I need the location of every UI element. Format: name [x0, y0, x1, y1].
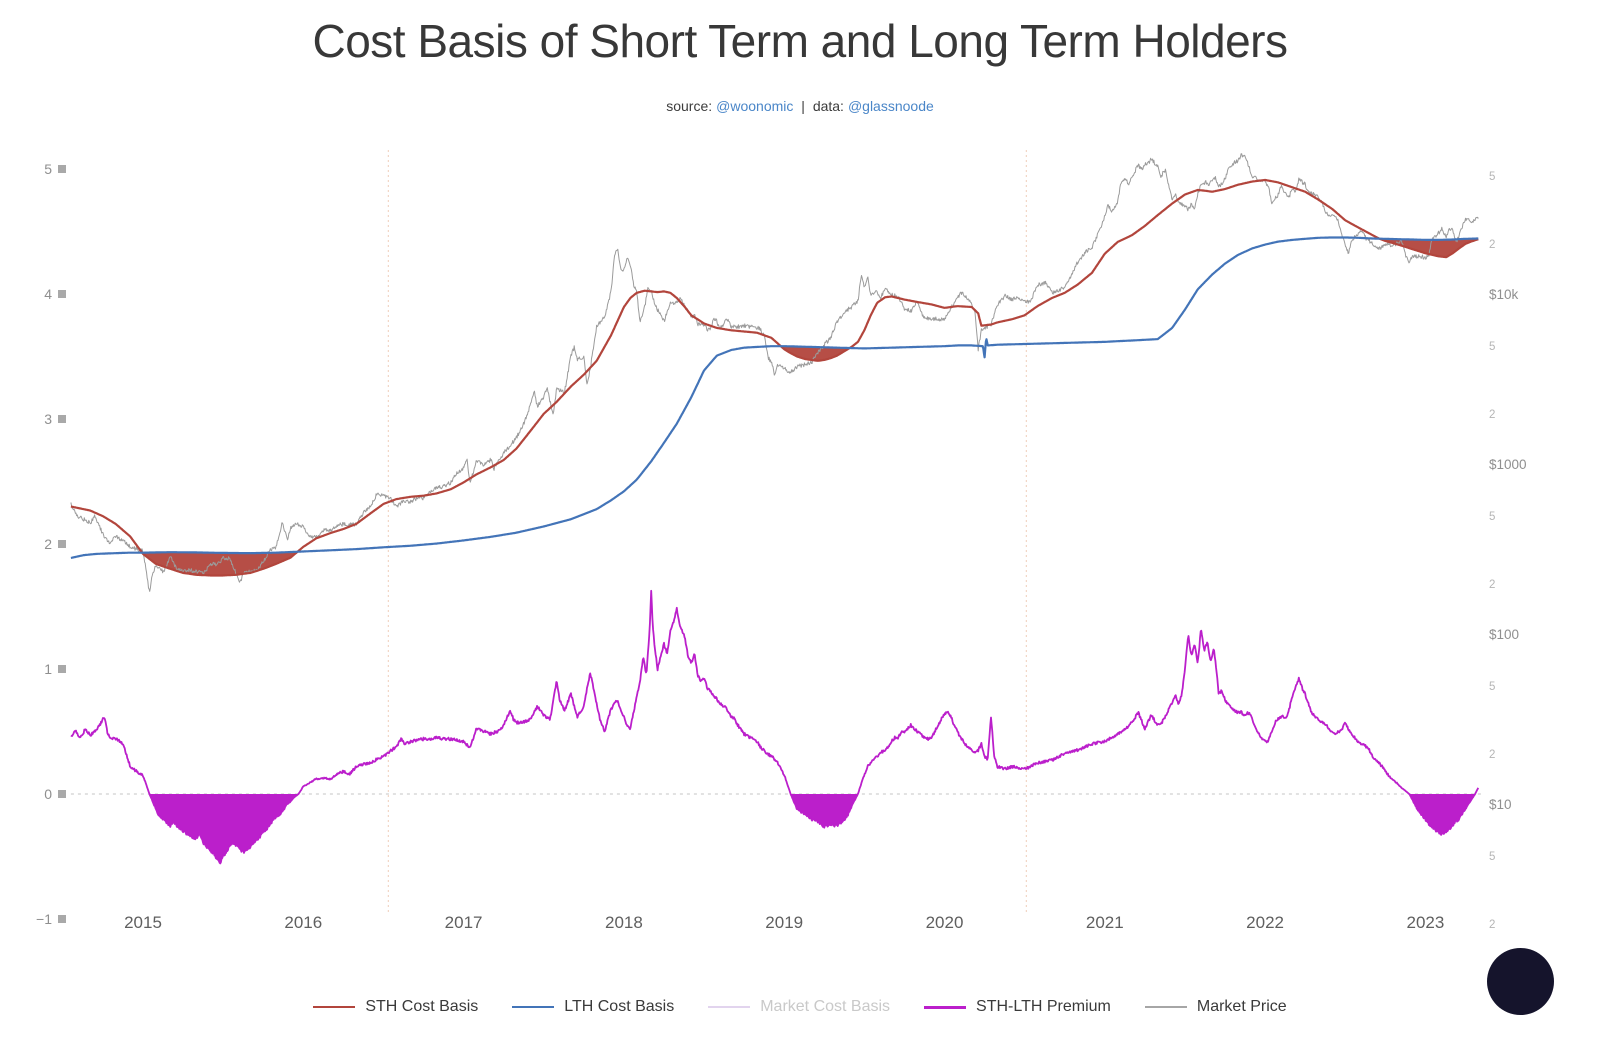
- price-axis-tick-label: $10k: [1489, 287, 1519, 302]
- x-axis-year-label: 2022: [1246, 913, 1284, 932]
- chart-title: Cost Basis of Short Term and Long Term H…: [312, 15, 1288, 67]
- premium-axis-tick-marker: [58, 290, 66, 298]
- x-axis-year-label: 2015: [124, 913, 162, 932]
- data-handle-link[interactable]: @glassnoode: [847, 98, 934, 114]
- premium-axis-tick-label: 2: [44, 536, 52, 552]
- subtitle-separator: |: [801, 98, 805, 114]
- legend-item-market-price[interactable]: Market Price: [1144, 998, 1287, 1016]
- price-axis-tick-label: $10: [1489, 797, 1512, 812]
- premium-axis-tick-marker: [58, 415, 66, 423]
- premium-axis-tick-marker: [58, 790, 66, 798]
- x-axis-year-label: 2023: [1406, 913, 1444, 932]
- fill-sth-below-lth: [1380, 238, 1479, 258]
- source-handle-link[interactable]: @woonomic: [716, 98, 794, 114]
- x-axis-year-label: 2019: [765, 913, 803, 932]
- price-axis-minor-tick-label: 5: [1489, 171, 1495, 183]
- price-axis-minor-tick-label: 5: [1489, 681, 1495, 693]
- series-market-line: [70, 153, 1479, 592]
- legend-swatch-market-price: [1144, 1006, 1187, 1008]
- premium-axis-tick-label: 4: [44, 286, 52, 302]
- legend-swatch-sth-lth-premium: [924, 1005, 967, 1009]
- price-axis-minor-tick-label: 5: [1489, 341, 1495, 353]
- premium-axis-tick-label: 1: [44, 661, 52, 677]
- premium-axis-tick-marker: [58, 915, 66, 923]
- legend-label-market-price: Market Price: [1196, 998, 1287, 1015]
- series-sth-line: [70, 178, 1479, 577]
- premium-axis-tick-label: 5: [44, 161, 52, 177]
- legend-label-sth-lth-premium: STH-LTH Premium: [976, 998, 1111, 1015]
- chart-subtitle: source: @woonomic | data: @glassnoode: [0, 98, 1600, 114]
- source-label: source:: [666, 98, 713, 114]
- premium-axis-tick-label: 0: [44, 786, 52, 802]
- price-axis-minor-tick-label: 2: [1489, 239, 1495, 251]
- legend-swatch-market-cost-basis: [708, 1006, 751, 1008]
- legend-label-lth-cost-basis: LTH Cost Basis: [564, 998, 675, 1015]
- legend-item-sth-cost-basis[interactable]: STH Cost Basis: [313, 998, 478, 1016]
- x-axis-year-label: 2018: [605, 913, 643, 932]
- x-axis-year-label: 2021: [1086, 913, 1124, 932]
- premium-axis-tick-label: 3: [44, 411, 52, 427]
- legend-swatch-lth-cost-basis: [512, 1006, 555, 1008]
- brand-logo-circle: [1487, 948, 1554, 1015]
- legend-item-market-cost-basis[interactable]: Market Cost Basis: [708, 998, 890, 1016]
- legend-label-sth-cost-basis: STH Cost Basis: [365, 998, 479, 1015]
- premium-axis-tick-label: −1: [36, 911, 52, 927]
- x-axis-year-label: 2017: [445, 913, 483, 932]
- price-axis-minor-tick-label: 2: [1489, 919, 1495, 931]
- legend-label-market-cost-basis: Market Cost Basis: [760, 998, 891, 1015]
- premium-axis-tick-marker: [58, 165, 66, 173]
- premium-axis-tick-marker: [58, 540, 66, 548]
- price-axis-minor-tick-label: 5: [1489, 851, 1495, 863]
- price-axis-minor-tick-label: 2: [1489, 409, 1495, 421]
- price-axis-minor-tick-label: 5: [1489, 511, 1495, 523]
- x-axis-year-label: 2020: [926, 913, 964, 932]
- fill-premium-negative: [1409, 794, 1476, 835]
- series-premium-line: [70, 589, 1480, 865]
- data-label: data:: [812, 98, 844, 114]
- price-axis-tick-label: $100: [1489, 627, 1519, 642]
- premium-axis-tick-marker: [58, 665, 66, 673]
- fill-premium-negative: [149, 794, 299, 864]
- legend-swatch-sth-cost-basis: [313, 1006, 356, 1008]
- legend: STH Cost Basis LTH Cost Basis Market Cost …: [0, 998, 1600, 1016]
- legend-item-sth-lth-premium[interactable]: STH-LTH Premium: [924, 998, 1111, 1016]
- fill-premium-negative: [790, 794, 858, 828]
- price-axis-minor-tick-label: 2: [1489, 749, 1495, 761]
- price-axis-minor-tick-label: 2: [1489, 579, 1495, 591]
- x-axis-year-label: 2016: [284, 913, 322, 932]
- legend-item-lth-cost-basis[interactable]: LTH Cost Basis: [512, 998, 674, 1016]
- price-axis-tick-label: $1000: [1489, 457, 1527, 472]
- series-lth-line: [70, 236, 1479, 559]
